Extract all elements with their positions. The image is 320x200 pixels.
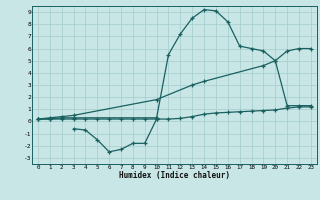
- X-axis label: Humidex (Indice chaleur): Humidex (Indice chaleur): [119, 171, 230, 180]
